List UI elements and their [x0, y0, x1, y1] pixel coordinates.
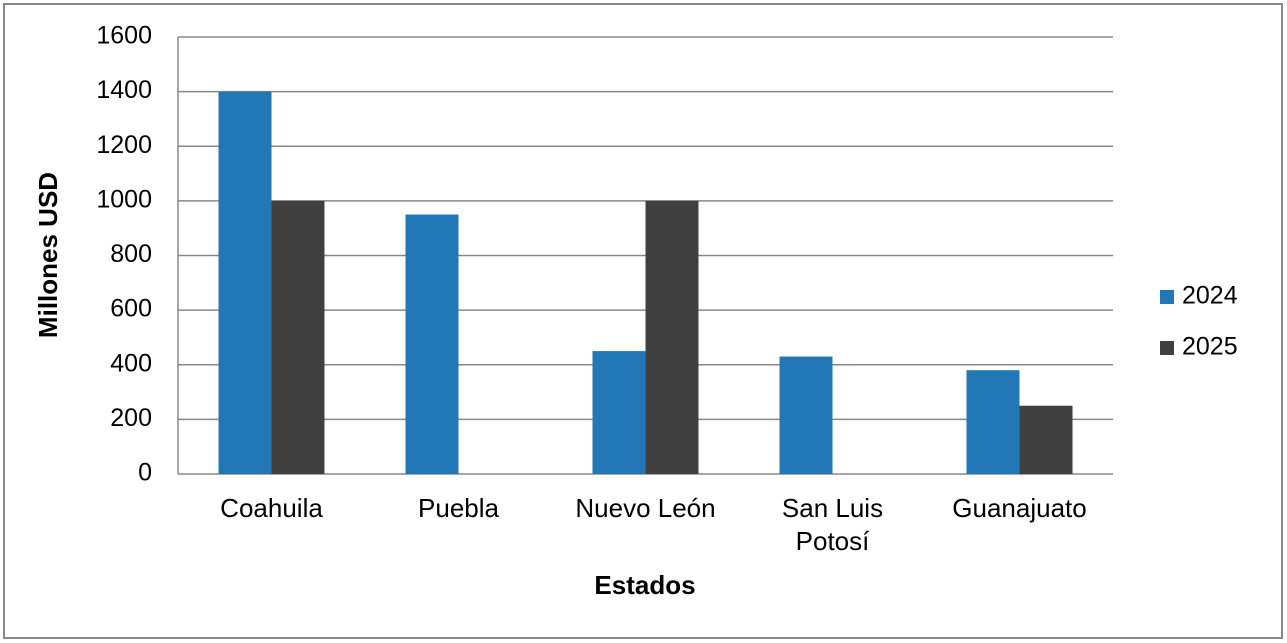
y-tick-label: 400 [110, 349, 152, 377]
y-tick-label: 1400 [96, 76, 152, 104]
x-tick-label: Guanajuato [952, 493, 1087, 523]
bar [405, 214, 459, 474]
x-tick-label: Puebla [418, 493, 499, 523]
bar [218, 91, 272, 474]
x-axis-title: Estados [594, 570, 695, 600]
y-axis-title: Millones USD [33, 172, 63, 338]
y-tick-label: 200 [110, 404, 152, 432]
x-tick-label: Nuevo León [575, 493, 716, 523]
bar [779, 356, 833, 474]
bar [271, 200, 325, 474]
chart-border [3, 3, 1283, 639]
bar [966, 370, 1020, 474]
y-tick-label: 1000 [96, 185, 152, 213]
y-tick-label: 1600 [96, 22, 152, 50]
bar [1019, 405, 1073, 474]
legend-label: 2025 [1182, 333, 1238, 361]
bar [592, 351, 646, 474]
x-tick-label: San Luis Potosí [781, 493, 884, 556]
bar [645, 200, 699, 474]
y-tick-label: 1200 [96, 131, 152, 159]
legend-swatch [1160, 341, 1174, 355]
legend-swatch [1160, 290, 1174, 304]
x-tick-label: Coahuila [220, 493, 323, 523]
y-tick-label: 0 [138, 459, 152, 487]
y-tick-label: 800 [110, 240, 152, 268]
y-tick-label: 600 [110, 295, 152, 323]
legend-label: 2024 [1182, 282, 1238, 310]
